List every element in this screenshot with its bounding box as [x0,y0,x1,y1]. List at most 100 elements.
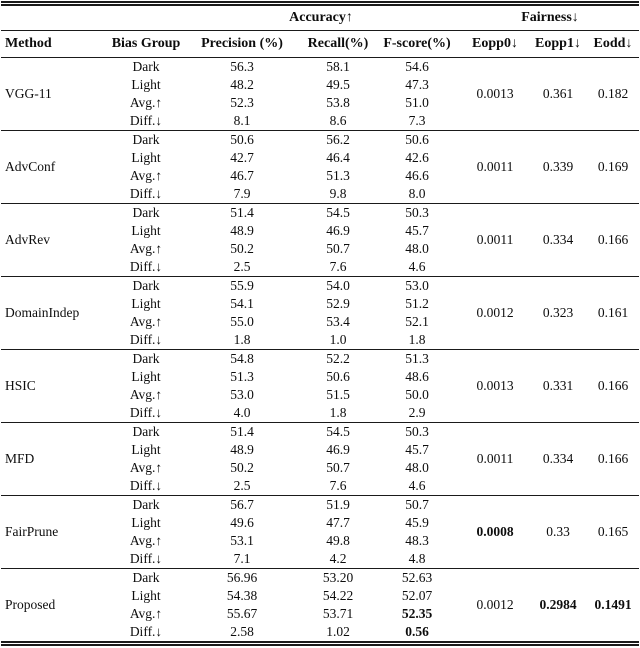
method-block: VGG-11 Dark 56.3 58.1 54.6 0.0013 0.361 0.182 Li… [1,58,639,131]
bias-group-label: Avg.↑ [129,460,163,475]
metric-value: 46.7 [230,168,254,183]
table-row: Diff.↓ 2.5 7.6 4.6 [1,258,639,277]
metric-value: 54.5 [303,203,373,222]
metric-value: 4.8 [408,551,426,566]
metric-value: 7.1 [233,551,251,566]
metric-value: 46.6 [405,168,429,183]
fairness-value: 0.331 [529,349,588,423]
fairness-value: 0.339 [529,130,588,204]
table-row: Light 48.9 46.9 45.7 [1,222,639,240]
metric-value: 1.0 [329,332,347,347]
fairness-value: 0.0011 [461,422,530,496]
metric-value: 52.63 [373,568,462,587]
metric-value: 54.22 [322,588,354,603]
bias-group-label: Light [131,588,161,603]
metric-value: 9.8 [329,186,347,201]
metric-value: 51.4 [181,203,303,222]
table-row: Avg.↑ 46.7 51.3 46.6 [1,167,639,185]
table-row: Diff.↓ 2.58 1.02 0.56 [1,623,639,644]
metric-value: 54.8 [181,349,303,368]
metric-value: 1.8 [408,332,426,347]
table-row: Light 54.38 54.22 52.07 [1,587,639,605]
metric-value: 47.7 [326,515,350,530]
table-row: AdvRev Dark 51.4 54.5 50.3 0.0011 0.334 0.166 [1,203,640,277]
bias-group-label: Dark [132,59,160,74]
bias-group-label: Light [131,77,161,92]
metric-value: 51.5 [326,387,350,402]
bias-group-label: Avg.↑ [129,533,163,548]
metric-value: 45.9 [405,515,429,530]
bias-group-label: Diff.↓ [129,478,163,493]
metric-value: 50.0 [405,387,429,402]
metric-value: 48.9 [230,442,254,457]
metric-value: 50.7 [326,241,350,256]
table-row: VGG-11 Dark 56.3 58.1 54.6 0.0013 0.361 0.182 [1,58,639,101]
metric-value: 52.2 [303,349,373,368]
metric-value: 49.8 [326,533,350,548]
metric-value: 50.3 [373,422,462,441]
col-header-recall: Recall(%) [303,30,373,58]
metric-value: 7.6 [329,478,347,493]
fairness-value: 0.166 [587,203,640,277]
bias-group-label: Light [131,223,161,238]
col-header-eodd: Eodd↓ [587,30,640,58]
method-block: HSIC Dark 54.8 52.2 51.3 0.0013 0.331 0.166 Ligh… [1,349,640,423]
method-name: HSIC [1,349,111,423]
bias-group-label: Dark [111,276,181,295]
table-row: Avg.↑ 53.1 49.8 48.3 [1,532,639,550]
table-row: Avg.↑ 55.0 53.4 52.1 [1,313,639,331]
bias-group-label: Light [131,369,161,384]
method-block: AdvRev Dark 51.4 54.5 50.3 0.0011 0.334 0.166 Li… [1,203,640,277]
metric-value: 52.3 [230,95,254,110]
bias-group-label: Diff.↓ [129,113,163,128]
table-row: Diff.↓ 7.1 4.2 4.8 [1,550,639,569]
col-header-eopp1: Eopp1↓ [529,30,588,58]
method-name: FairPrune [1,495,111,569]
metric-value: 7.9 [233,186,251,201]
table-row: Light 42.7 46.4 42.6 [1,149,639,167]
accuracy-group-header: Accuracy↑ [181,3,462,31]
bias-group-label: Light [131,442,161,457]
metric-value: 50.6 [326,369,350,384]
table-row: Diff.↓ 8.1 8.6 7.3 [1,112,639,131]
metric-value: 58.1 [326,59,350,74]
metric-value: 50.2 [230,241,254,256]
fairness-value: 0.0011 [461,203,530,277]
metric-value: 49.6 [230,515,254,530]
table-row: HSIC Dark 54.8 52.2 51.3 0.0013 0.331 0.166 [1,349,640,423]
metric-value: 2.9 [408,405,426,420]
metric-value: 51.3 [326,168,350,183]
metric-value: 48.0 [405,460,429,475]
bias-group-label: Dark [111,349,181,368]
table-row: Proposed Dark 56.96 53.20 52.63 0.0012 0.2984 0… [1,568,640,644]
table-row: Diff.↓ 4.0 1.8 2.9 [1,404,639,423]
metric-value: 50.3 [373,203,462,222]
metric-value: 48.2 [230,77,254,92]
bias-group-label: Dark [111,422,181,441]
metric-value: 52.1 [405,314,429,329]
metric-value: 48.3 [405,533,429,548]
metric-value: 49.5 [326,77,350,92]
metric-value: 8.6 [329,113,347,128]
metric-value: 56.3 [230,59,254,74]
metric-value: 2.5 [233,478,251,493]
metric-value: 55.9 [181,276,303,295]
table-row: DomainIndep Dark 55.9 54.0 53.0 0.0012 0.323 0.… [1,276,640,350]
metric-value: 48.6 [405,369,429,384]
table-row: Light 48.9 46.9 45.7 [1,441,639,459]
metric-value: 47.3 [405,77,429,92]
bias-group-label: Diff.↓ [129,551,163,566]
bias-group-label: Diff.↓ [129,259,163,274]
metric-value: 51.4 [181,422,303,441]
fairness-value: 0.182 [597,86,629,101]
table-row: Light 51.3 50.6 48.6 [1,368,639,386]
table-row: FairPrune Dark 56.7 51.9 50.7 0.0008 0.33 0.165 [1,495,640,569]
metric-value: 51.3 [230,369,254,384]
fairness-value: 0.33 [529,495,588,569]
bias-group-label: Diff.↓ [129,405,163,420]
metric-value: 50.7 [373,495,462,514]
bias-group-label: Diff.↓ [129,332,163,347]
fairness-value: 0.166 [587,349,640,423]
bias-group-label: Light [131,515,161,530]
